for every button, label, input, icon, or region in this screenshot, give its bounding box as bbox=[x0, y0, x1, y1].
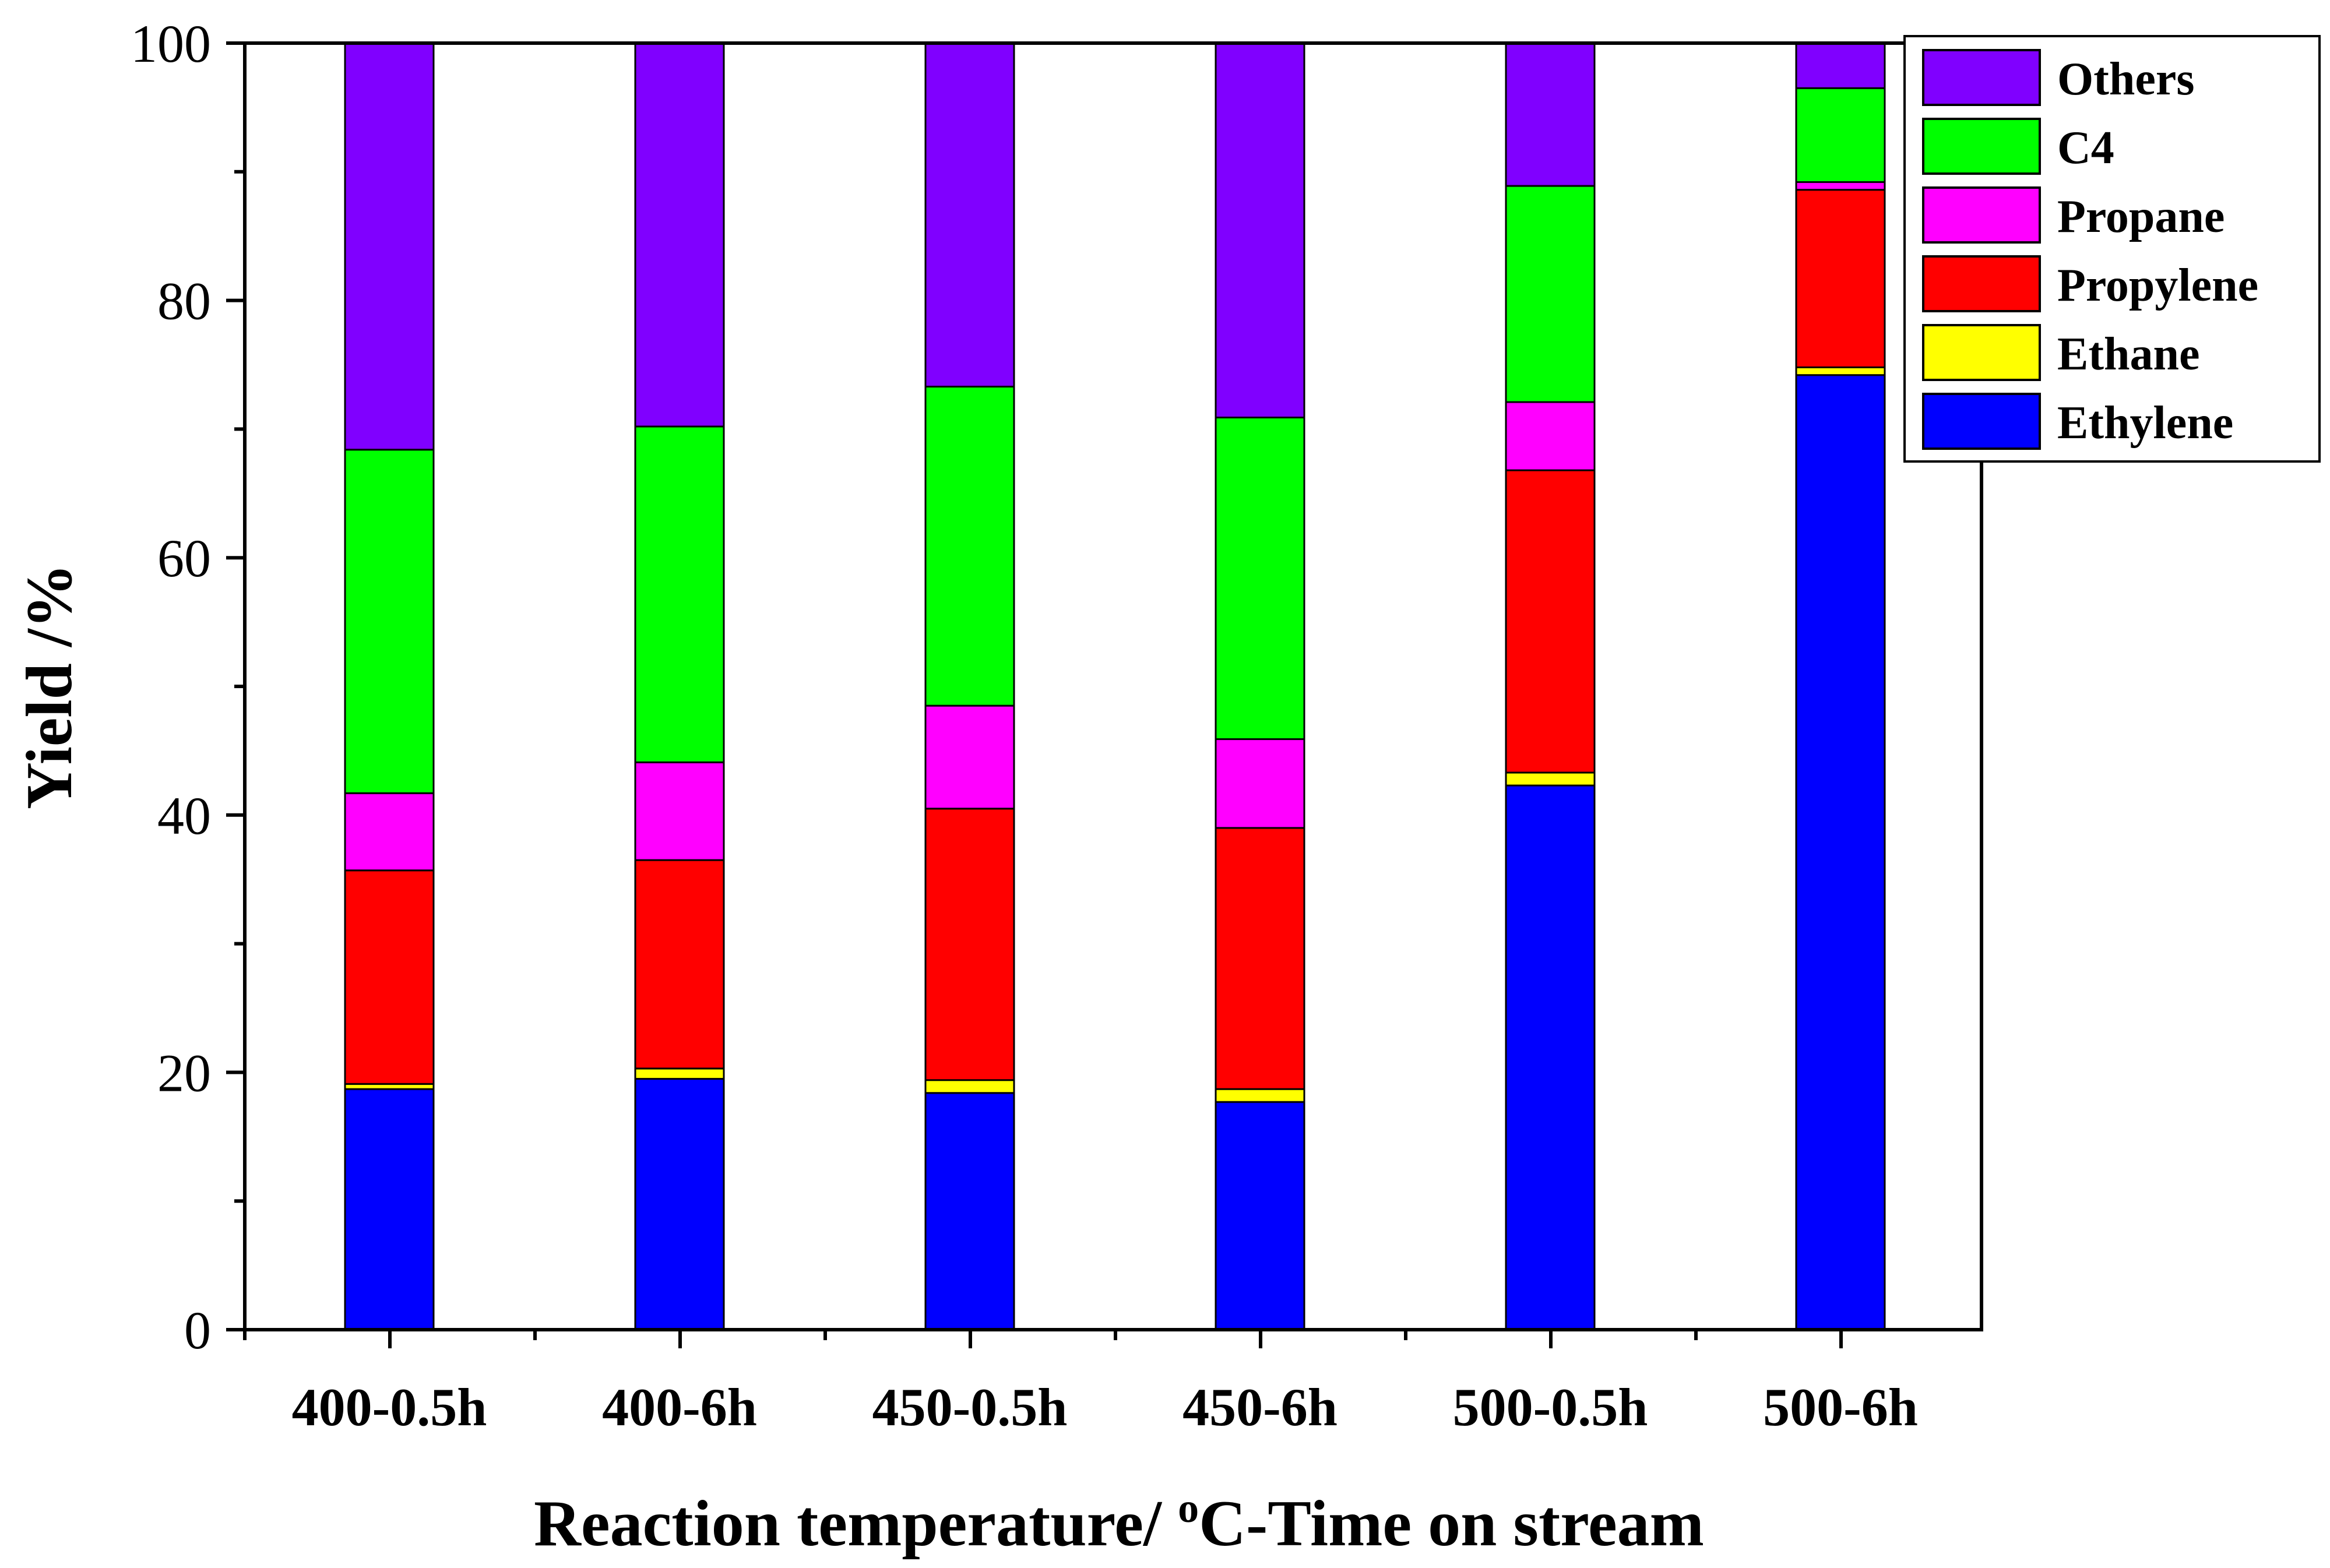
legend-swatch bbox=[1922, 118, 2041, 175]
bar-segment bbox=[924, 1092, 1015, 1331]
legend-swatch bbox=[1922, 255, 2041, 312]
legend-swatch bbox=[1922, 49, 2041, 106]
bar-segment bbox=[344, 792, 435, 872]
legend: Others C4 Propane Propylene Ethane Ethylene bbox=[1903, 35, 2321, 463]
axes-layer bbox=[226, 41, 1983, 1348]
legend-swatch bbox=[1922, 393, 2041, 450]
x-tick-label: 400-6h bbox=[602, 1377, 757, 1437]
legend-label: Propane bbox=[2057, 191, 2225, 242]
y-tick-label: 80 bbox=[157, 272, 211, 331]
bar-segment bbox=[1505, 42, 1596, 187]
bar-segment bbox=[634, 425, 725, 763]
x-tick-label: 500-6h bbox=[1763, 1377, 1918, 1437]
y-axis-title: Yield /% bbox=[13, 563, 86, 809]
bar-segment bbox=[924, 386, 1015, 707]
y-tick-label: 40 bbox=[157, 786, 211, 845]
y-tick-label: 20 bbox=[157, 1043, 211, 1102]
x-axis-title-superscript: o bbox=[1178, 1485, 1199, 1531]
bar-segment bbox=[924, 42, 1015, 388]
bar-segment bbox=[1795, 87, 1886, 183]
x-tick-label: 450-6h bbox=[1182, 1377, 1338, 1437]
legend-label: Ethylene bbox=[2057, 397, 2233, 449]
bar-segment bbox=[1505, 784, 1596, 1331]
bar-segment bbox=[634, 859, 725, 1070]
bar-segment bbox=[1795, 181, 1886, 191]
labels-layer: 0 20 40 60 80 100 400-0.5h 400-6h 450-0.5h 450-6h… bbox=[13, 14, 1918, 1560]
x-axis-title-part: Reaction temperature/ bbox=[534, 1488, 1178, 1560]
bar-segment bbox=[634, 42, 725, 428]
legend-swatch bbox=[1922, 186, 2041, 244]
bar-segment bbox=[1215, 42, 1305, 419]
bar-segment bbox=[1505, 185, 1596, 403]
y-tick-label: 0 bbox=[184, 1301, 211, 1360]
legend-label: Propylene bbox=[2057, 260, 2258, 311]
x-tick-label: 400-0.5h bbox=[292, 1377, 487, 1437]
plot-frame bbox=[243, 41, 1983, 1331]
legend-swatch bbox=[1922, 324, 2041, 381]
bar-segment bbox=[634, 1077, 725, 1331]
legend-label: Ethane bbox=[2057, 329, 2200, 380]
bar-segment bbox=[1505, 401, 1596, 471]
legend-label: Others bbox=[2057, 54, 2195, 105]
bar-segment bbox=[924, 704, 1015, 810]
bar-segment bbox=[924, 808, 1015, 1081]
bar-segment bbox=[1505, 469, 1596, 774]
bar-segment bbox=[924, 1079, 1015, 1094]
bar-segment bbox=[634, 1067, 725, 1080]
x-axis-title: Reaction temperature/ oC-Time on stream bbox=[534, 1485, 1704, 1560]
bar-segment bbox=[344, 42, 435, 451]
bar-segment bbox=[634, 761, 725, 861]
y-tick-label: 100 bbox=[131, 14, 211, 73]
bars-layer bbox=[344, 42, 1886, 1331]
bar-segment bbox=[344, 869, 435, 1085]
bar-segment bbox=[1215, 1101, 1305, 1331]
bar-segment bbox=[1795, 374, 1886, 1331]
bar-segment bbox=[1795, 366, 1886, 376]
legend-label: C4 bbox=[2057, 122, 2114, 174]
legend-box bbox=[1903, 35, 2321, 463]
bar-segment bbox=[1215, 827, 1305, 1090]
bar-segment bbox=[344, 1088, 435, 1331]
bar-segment bbox=[1505, 771, 1596, 787]
bar-segment bbox=[1795, 42, 1886, 89]
x-axis-title-part: C-Time on stream bbox=[1199, 1488, 1704, 1560]
bar-segment bbox=[1215, 1088, 1305, 1103]
x-tick-label: 500-0.5h bbox=[1453, 1377, 1648, 1437]
y-tick-label: 60 bbox=[157, 528, 211, 588]
bar-segment bbox=[1215, 417, 1305, 741]
bar-segment bbox=[1215, 738, 1305, 829]
x-tick-label: 450-0.5h bbox=[872, 1377, 1068, 1437]
bar-segment bbox=[344, 449, 435, 794]
bar-segment bbox=[1795, 189, 1886, 368]
